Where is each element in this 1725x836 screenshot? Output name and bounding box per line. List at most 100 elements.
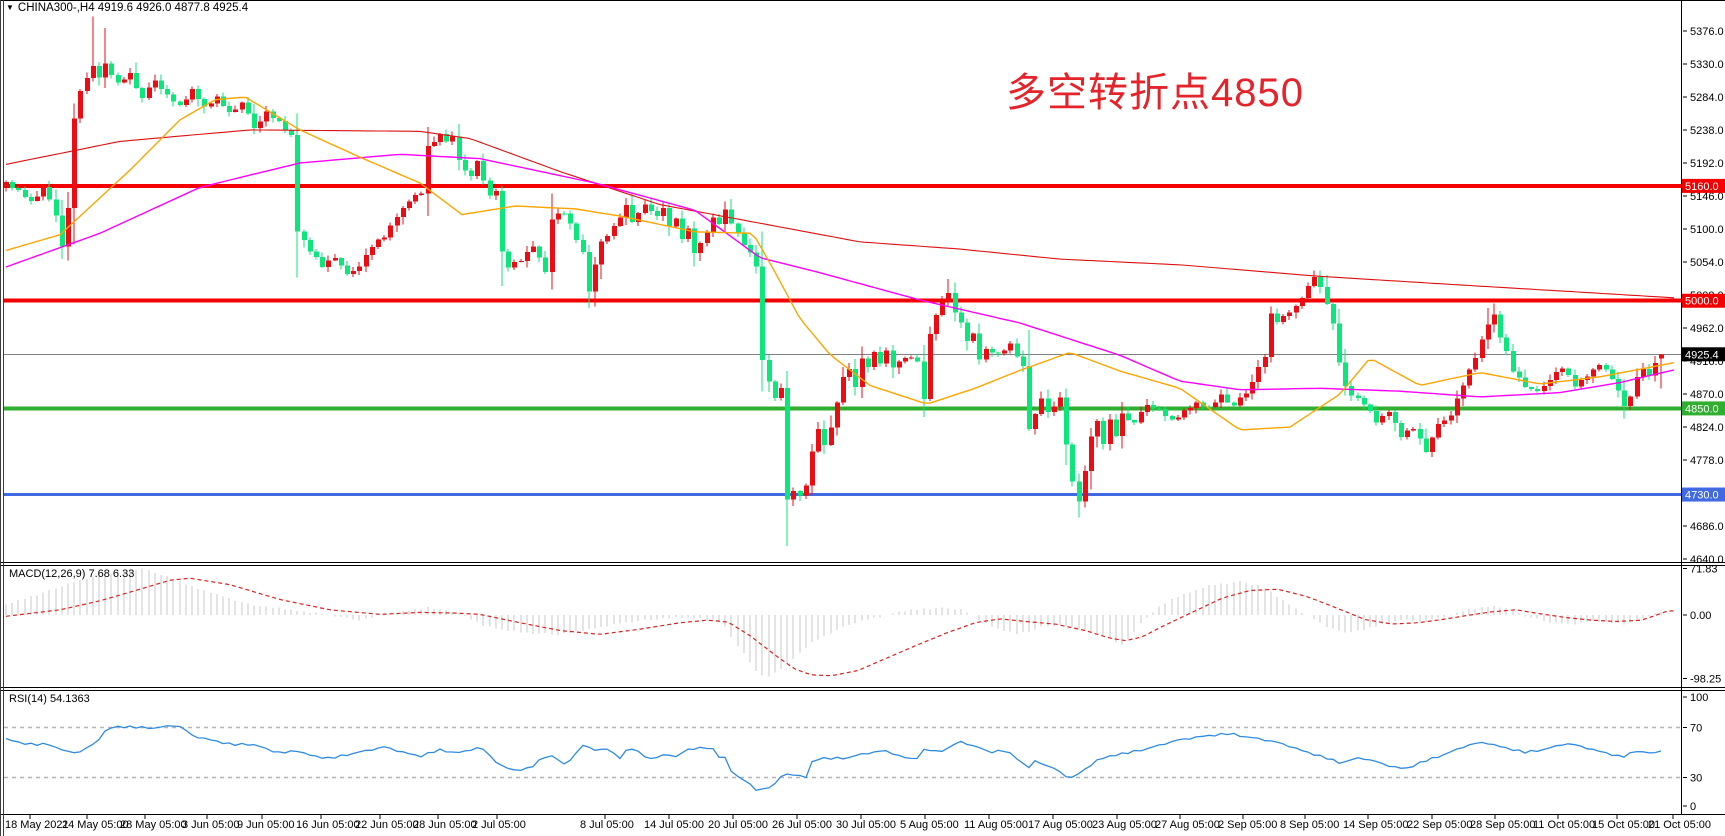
candle — [326, 260, 331, 267]
candle — [178, 101, 183, 106]
level-badge-4850.0-label: 4850.0 — [1685, 403, 1719, 415]
candle — [1213, 402, 1218, 407]
candle — [153, 80, 158, 88]
candle — [23, 190, 28, 198]
level-badge-4730.0 — [1682, 487, 1725, 502]
candle — [1436, 424, 1441, 438]
level-lines-layer[interactable] — [4, 183, 1681, 497]
candle — [798, 491, 803, 496]
current-price-badge — [1682, 347, 1725, 362]
time-tick-label: 17 Aug 05:00 — [1028, 819, 1093, 831]
ma-slow-red — [5, 129, 1675, 299]
candle — [1616, 378, 1621, 391]
candle — [190, 89, 195, 100]
candle — [1033, 413, 1038, 429]
ma-fast-orange — [5, 96, 1675, 431]
candle — [1244, 393, 1249, 398]
candle — [655, 211, 660, 217]
candle — [469, 170, 474, 177]
candle — [934, 314, 939, 335]
time-tick-label: 20 Jul 05:00 — [708, 819, 768, 831]
candle — [413, 195, 418, 202]
candle — [314, 251, 319, 257]
candle — [47, 187, 52, 200]
candle — [630, 205, 635, 223]
time-tick-label: 22 Jun 05:00 — [355, 819, 419, 831]
candle — [1139, 411, 1144, 423]
candle — [171, 94, 176, 102]
candle — [1430, 437, 1435, 452]
candle — [928, 334, 933, 399]
candles-layer[interactable] — [4, 16, 1664, 547]
candle — [1597, 364, 1602, 370]
time-tick-label: 5 Aug 05:00 — [900, 819, 959, 831]
candle — [605, 235, 610, 242]
price-tick-label: 5146.0 — [1690, 191, 1724, 203]
candle — [159, 80, 164, 90]
price-tick-label: 4962.0 — [1690, 323, 1724, 335]
candle — [915, 357, 920, 362]
candle — [742, 233, 747, 245]
candle — [407, 201, 412, 208]
candle — [1250, 381, 1255, 394]
candle — [165, 89, 170, 95]
candle — [10, 181, 15, 189]
rsi-panel[interactable] — [4, 725, 1681, 792]
price-tick-label: 4686.0 — [1690, 521, 1724, 533]
candle — [289, 130, 294, 136]
time-tick-label: 3 Jun 05:00 — [182, 819, 240, 831]
candle — [711, 217, 716, 233]
candle — [16, 188, 21, 191]
candle — [977, 333, 982, 360]
candle — [1356, 395, 1361, 398]
macd-panel[interactable] — [5, 568, 1676, 677]
candle — [779, 388, 784, 398]
price-tick-label: 5192.0 — [1690, 158, 1724, 170]
candle — [1380, 415, 1385, 423]
candle — [1467, 369, 1472, 386]
time-tick-label: 11 Oct 05:00 — [1533, 819, 1595, 831]
candle — [791, 491, 796, 500]
price-tick-label: 4640.0 — [1690, 554, 1724, 566]
time-tick-label: 2 Sep 05:00 — [1218, 819, 1277, 831]
price-tick-label: 5284.0 — [1690, 92, 1724, 104]
price-axis[interactable]: 5376.0 5330.0 5284.0 5238.0 5192.0 5146.0 5100… — [1682, 26, 1725, 813]
candle — [1312, 276, 1317, 287]
candle — [345, 265, 350, 275]
candle — [252, 113, 257, 128]
time-tick-label: 9 Jun 05:00 — [237, 819, 295, 831]
candle — [463, 160, 468, 171]
candle — [1554, 372, 1559, 380]
candle — [506, 251, 511, 268]
candle — [705, 232, 710, 243]
candle — [1517, 371, 1522, 378]
candle — [940, 302, 945, 315]
candle — [1535, 388, 1540, 392]
candle — [599, 241, 604, 265]
candle — [649, 204, 654, 212]
candle — [41, 187, 46, 197]
candle — [1077, 481, 1082, 502]
candle — [1455, 398, 1460, 416]
candle — [953, 292, 958, 313]
level-badge-5160.0 — [1682, 178, 1725, 193]
candle — [481, 161, 486, 181]
level-badge-5000.0 — [1682, 293, 1725, 308]
candle — [1622, 390, 1627, 406]
candle — [1108, 419, 1113, 444]
time-tick-label: 11 Aug 05:00 — [964, 819, 1028, 831]
rsi-tick-label: 0 — [1690, 801, 1696, 813]
candle — [1566, 368, 1571, 376]
candle — [860, 358, 865, 387]
candle — [308, 240, 313, 252]
candle — [853, 369, 858, 387]
time-tick-label: 14 Sep 05:00 — [1343, 819, 1408, 831]
candle — [773, 381, 778, 398]
candle — [891, 350, 896, 368]
time-tick-label: 28 Sep 05:00 — [1470, 819, 1535, 831]
candle — [847, 369, 852, 377]
candle — [909, 357, 914, 359]
candle — [636, 212, 641, 223]
